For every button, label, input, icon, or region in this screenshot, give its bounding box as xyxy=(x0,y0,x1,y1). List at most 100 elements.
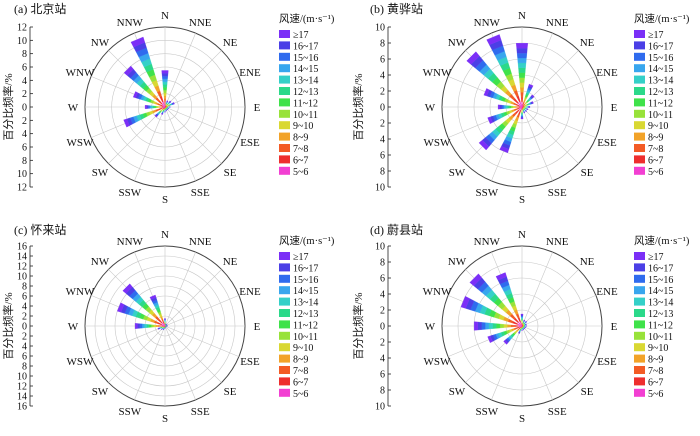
legend-label: 7~8 xyxy=(293,366,308,377)
wind-sector-n xyxy=(518,63,526,68)
radial-axis-tick-label: 2 xyxy=(380,119,385,130)
radial-axis-tick-label: 4 xyxy=(380,290,385,301)
legend-swatch xyxy=(279,98,290,106)
wind-sector-n xyxy=(520,82,524,87)
radial-axis-tick-label: 16 xyxy=(17,402,27,413)
wind-sector-w xyxy=(160,326,162,327)
wind-sector-n xyxy=(163,90,166,93)
legend-swatch xyxy=(634,110,645,118)
direction-label: N xyxy=(518,10,526,22)
direction-label: S xyxy=(519,194,525,206)
legend-label: 13~14 xyxy=(648,76,673,87)
legend-swatch xyxy=(279,355,290,363)
wind-sector-n xyxy=(163,82,168,85)
legend-label: 5~6 xyxy=(648,167,663,178)
radial-axis-tick-label: 0 xyxy=(22,103,27,114)
direction-label: NW xyxy=(448,256,467,268)
direction-label: SSW xyxy=(118,406,141,418)
wind-rose-panel-1: NNNENEENEEESESESSESSSWSWWSWWWNWNWNNW1210… xyxy=(1,2,335,206)
direction-label: N xyxy=(161,10,169,22)
legend-label: 15~16 xyxy=(293,53,318,64)
legend-label: 9~10 xyxy=(648,121,668,132)
wind-sector-w xyxy=(154,325,156,327)
legend-label: 8~9 xyxy=(648,355,663,366)
legend-label: 6~7 xyxy=(648,377,663,388)
legend-label: ≥17 xyxy=(648,252,664,263)
direction-label: WSW xyxy=(67,356,95,368)
direction-label: NNW xyxy=(117,236,144,248)
wind-sector-w xyxy=(513,106,515,108)
legend-swatch xyxy=(634,298,645,306)
direction-label: W xyxy=(68,102,79,114)
direction-label: SE xyxy=(224,386,237,398)
legend-label: 8~9 xyxy=(293,355,308,366)
legend-label: 11~12 xyxy=(648,98,673,109)
direction-label: SE xyxy=(224,167,237,179)
legend-label: 5~6 xyxy=(648,389,663,400)
legend-swatch xyxy=(279,389,290,397)
legend-label: 9~10 xyxy=(293,121,313,132)
radial-axis-tick-label: 4 xyxy=(380,354,385,365)
wind-sector-w xyxy=(159,106,161,107)
direction-label: WNW xyxy=(66,286,95,298)
radial-axis-tick-label: 10 xyxy=(375,402,385,413)
legend-label: 9~10 xyxy=(293,343,313,354)
wind-sector-w xyxy=(496,324,500,329)
wind-sector-w xyxy=(478,322,482,330)
radial-axis-tick-label: 2 xyxy=(380,306,385,317)
direction-label: S xyxy=(519,413,525,425)
legend-label: 16~17 xyxy=(293,263,318,274)
wind-rose-panel-3: NNNENEENEEESESESSESSSWSWWSWWWNWNWNNW1614… xyxy=(1,223,335,425)
radial-axis-tick-label: 10 xyxy=(375,23,385,34)
panel-title: (d) 蔚县站 xyxy=(370,223,423,237)
legend-label: ≥17 xyxy=(293,30,309,41)
direction-label: ENE xyxy=(239,286,261,298)
panel-title: (a) 北京站 xyxy=(14,2,66,16)
legend-label: 16~17 xyxy=(648,41,673,52)
y-axis-label: 百分比频率/% xyxy=(351,292,365,359)
wind-sector-w xyxy=(154,106,156,108)
legend-swatch xyxy=(279,275,290,283)
direction-label: E xyxy=(611,321,618,333)
radial-axis-tick-label: 0 xyxy=(380,103,385,114)
legend-label: 5~6 xyxy=(293,389,308,400)
legend-label: 13~14 xyxy=(293,298,318,309)
wind-sector-w xyxy=(511,325,515,327)
grid-spoke xyxy=(522,269,579,326)
radial-axis-tick-label: 12 xyxy=(17,23,27,34)
direction-label: SSE xyxy=(548,187,567,199)
legend-swatch xyxy=(634,155,645,163)
direction-label: WSW xyxy=(67,137,95,149)
legend-label: 15~16 xyxy=(648,53,673,64)
grid-spoke xyxy=(108,326,165,383)
wind-sector-w xyxy=(150,106,152,109)
legend-label: 7~8 xyxy=(648,366,663,377)
grid-spoke xyxy=(165,269,222,326)
radial-axis-tick-label: 8 xyxy=(380,258,385,269)
wind-sector-w xyxy=(482,322,486,329)
legend-swatch xyxy=(634,252,645,260)
direction-label: S xyxy=(162,194,168,206)
direction-label: E xyxy=(611,102,618,114)
legend-swatch xyxy=(279,30,290,38)
legend-label: 12~13 xyxy=(293,87,318,98)
wind-sector-ese xyxy=(168,108,169,109)
legend-swatch xyxy=(634,98,645,106)
direction-label: S xyxy=(162,413,168,425)
wind-sector-w xyxy=(505,105,507,108)
radial-axis-tick-label: 2 xyxy=(380,338,385,349)
wind-sector-w xyxy=(151,106,153,109)
legend-swatch xyxy=(634,263,645,271)
radial-axis-tick-label: 8 xyxy=(380,39,385,50)
direction-label: SE xyxy=(581,386,594,398)
direction-label: N xyxy=(161,229,169,241)
legend-label: 10~11 xyxy=(293,110,318,121)
wind-sector-n xyxy=(517,48,528,53)
legend-swatch xyxy=(634,53,645,61)
radial-axis-tick-label: 10 xyxy=(375,183,385,194)
wind-sector-n xyxy=(521,314,523,315)
legend-label: 8~9 xyxy=(293,133,308,144)
legend-label: 5~6 xyxy=(293,167,308,178)
direction-label: NE xyxy=(223,37,238,49)
